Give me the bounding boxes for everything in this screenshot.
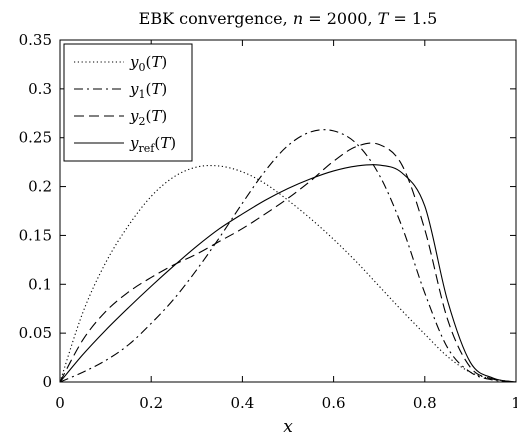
x-tick-label: 0.4 (230, 394, 254, 412)
legend: y0(T) y1(T) y2(T) yref(T) (63, 43, 193, 162)
legend-box (63, 43, 193, 162)
y-tick-label: 0.3 (28, 80, 52, 98)
legend-entry-3: yref(T) (129, 134, 176, 155)
series-line-0 (59, 164, 517, 383)
y-tick-label: 0 (42, 373, 52, 391)
y-tick-label: 0.25 (19, 129, 52, 147)
plot-area-frame (59, 39, 517, 383)
x-tick-label: 0.6 (322, 394, 346, 412)
y-tick-label: 0.35 (19, 31, 52, 49)
axes: 0 0.2 0.4 0.6 0.8 1 0 0.05 0.1 0.15 0.2 0.25 0.3 0.35 (19, 31, 517, 412)
x-axis-label: x (283, 417, 293, 437)
y-tick-label: 0.05 (19, 324, 52, 342)
x-tick-label: 1 (511, 394, 517, 412)
y-tick-label: 0.15 (19, 226, 52, 244)
chart-title: EBK convergence, n = 2000, T = 1.5 (139, 9, 438, 28)
series-line-3 (59, 164, 517, 383)
legend-entry-0: y0(T) (129, 53, 167, 74)
x-tick-label: 0.2 (139, 394, 163, 412)
y-tick-label: 0.2 (28, 178, 52, 196)
x-tick-label: 0.8 (413, 394, 437, 412)
x-tick-label: 0 (55, 394, 65, 412)
legend-entry-2: y2(T) (129, 107, 167, 128)
series-line-1 (59, 129, 517, 383)
plot-area (59, 129, 517, 383)
series-line-2 (59, 142, 517, 383)
y-tick-label: 0.1 (28, 275, 52, 293)
legend-entry-1: y1(T) (129, 80, 167, 101)
